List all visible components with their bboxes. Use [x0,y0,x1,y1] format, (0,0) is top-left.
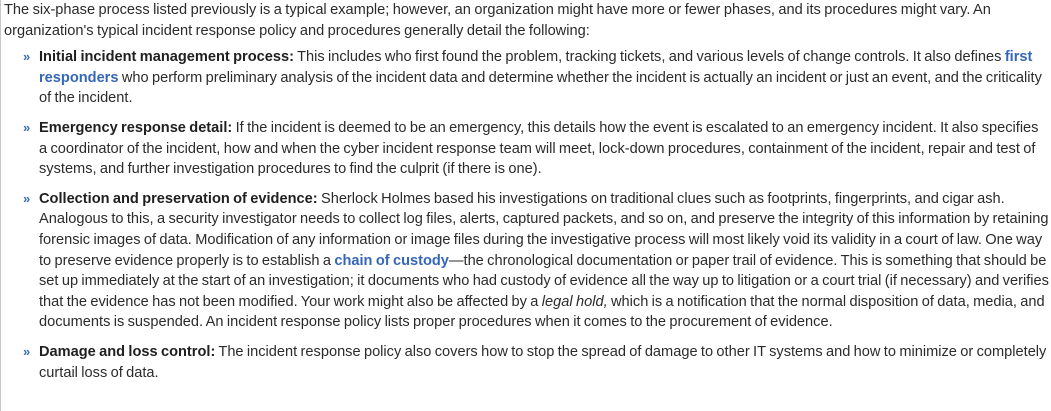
double-chevron-bullet-icon: » [23,49,30,65]
item-text: The incident response policy also covers… [39,343,1047,381]
list-item-damage-loss-control: » Damage and loss control: The incident r… [1,342,1051,383]
list-item-initial-incident-management: » Initial incident management process: Th… [1,47,1051,109]
item-text: —the chronological documentation or pape… [39,252,1049,310]
intro-paragraph: The six-phase process listed previously … [4,2,991,39]
item-text: who perform preliminary analysis of the … [39,69,1042,107]
first-responders-link[interactable]: first responders [39,49,1033,86]
item-term: Initial incident management process: [39,49,294,66]
item-text: This includes who first found the proble… [293,49,1005,66]
double-chevron-bullet-icon: » [23,190,30,206]
item-term: Emergency response detail: [39,119,233,136]
list-item-emergency-response: » Emergency response detail: If the incid… [1,118,1051,180]
double-chevron-bullet-icon: » [23,119,30,135]
chain-of-custody-link[interactable]: chain of custody [334,252,449,269]
legal-hold-emphasis: legal hold, [541,293,608,310]
item-term: Collection and preservation of evidence: [39,190,318,207]
item-term: Damage and loss control: [39,343,216,360]
item-text: which is a notification that the normal … [39,293,1045,331]
item-text: If the incident is deemed to be an emerg… [39,119,1039,178]
list-item-evidence-collection: » Collection and preservation of evidence… [1,189,1051,333]
item-text: Sherlock Holmes based his investigations… [39,190,1049,269]
double-chevron-bullet-icon: » [23,343,30,359]
policy-details-list: » Initial incident management process: Th… [1,47,1051,383]
